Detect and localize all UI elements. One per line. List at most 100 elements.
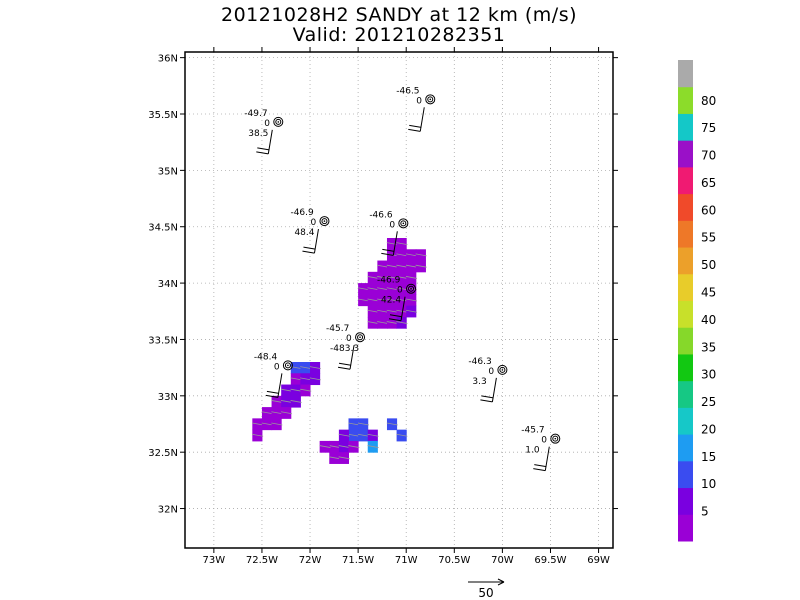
dropsonde-marker [398, 218, 409, 229]
colorbar-label: 60 [701, 203, 716, 217]
dropsondes: -46.50-49.7038.5-46.9048.4-46.60-46.9042… [244, 86, 561, 472]
colorbar-swatch [678, 487, 693, 515]
wind-arrow [396, 253, 408, 257]
wind-arrow [252, 422, 264, 426]
dropsonde-dot [323, 220, 326, 222]
wind-barb-flag [533, 468, 546, 472]
wind-arrow [280, 411, 293, 415]
wind-barb-flag [480, 399, 493, 403]
wind-arrow [338, 456, 350, 460]
colorbar-label: 75 [701, 121, 716, 135]
y-tick-label: 32.5N [148, 448, 178, 459]
wind-arrow [386, 276, 398, 279]
wind-arrow [377, 264, 389, 268]
colorbar: 5 10 15 20 25 30 35 40 45 50 55 60 65 70 75 80 [678, 60, 716, 542]
dropsonde-dot [287, 364, 289, 367]
dropsonde-label: 0 [541, 436, 547, 446]
dropsonde-dot [402, 222, 405, 225]
wind-arrow [348, 433, 360, 437]
wind-arrow [290, 388, 302, 392]
wind-arrow [261, 422, 273, 426]
wind-arrow [357, 287, 370, 291]
chart-title: 20121028H2 SANDY at 12 km (m/s) [220, 4, 577, 26]
x-tick-label: 71W [395, 555, 418, 566]
colorbar-label: 15 [701, 450, 716, 464]
wind-arrow [396, 433, 408, 437]
dropsonde-marker [273, 116, 284, 127]
dropsonde-marker [425, 94, 436, 105]
dropsonde-label: -46.9 [377, 276, 401, 286]
wind-arrow [386, 242, 398, 246]
colorbar-swatch [678, 407, 693, 435]
colorbar-label: 10 [701, 477, 716, 491]
wind-arrow [300, 366, 312, 370]
wind-barb-flag [382, 248, 395, 252]
wind-arrow [271, 422, 283, 426]
wind-arrow [367, 433, 379, 437]
wind-arrow [367, 298, 379, 302]
x-tick-label: 72W [299, 555, 322, 566]
wind-arrow [357, 422, 370, 426]
wind-barb-flag [389, 314, 403, 318]
dropsonde-label: 0 [310, 218, 316, 228]
wind-barb-flag [266, 390, 279, 394]
colorbar-label: 5 [701, 505, 709, 519]
wind-arrow [405, 264, 418, 268]
wind-barb-flag [337, 366, 351, 370]
colorbar-swatch [678, 193, 693, 221]
dropsonde-marker-inner [408, 285, 415, 292]
dropsonde-label: 38.5 [248, 129, 268, 139]
wind-arrow [280, 400, 293, 403]
wind-arrow [367, 287, 379, 291]
wind-arrow [377, 309, 389, 313]
dropsonde-marker-inner [284, 362, 291, 369]
colorbar-swatch [678, 514, 693, 542]
dropsonde-label: 0 [274, 362, 280, 372]
dropsonde-marker-inner [357, 334, 364, 341]
dropsonde-label: -46.3 [468, 357, 491, 367]
colorbar-label: 45 [701, 285, 716, 299]
wind-barb-flag [408, 128, 421, 132]
dropsonde-label: 0 [488, 367, 494, 377]
wind-barb-flag [257, 147, 270, 151]
colorbar-swatch [678, 86, 693, 114]
dropsonde-label: 0 [389, 220, 395, 230]
colorbar-label: 30 [701, 368, 716, 382]
wind-arrow [348, 445, 360, 448]
wind-arrow [329, 456, 341, 460]
y-tick-label: 36N [158, 54, 178, 65]
dropsonde-dot [410, 287, 412, 290]
wind-arrow [396, 298, 408, 302]
dropsonde-marker [319, 216, 330, 227]
axis-ticks: 73W 72.5W 72W 71.5W 71W 70.5W 70W 69.5W 69W 32N 32… [148, 47, 618, 566]
wind-arrow [319, 445, 331, 448]
wind-arrow [367, 309, 379, 313]
wind-barb-flag [256, 151, 269, 155]
wind-arrow [367, 445, 379, 448]
wind-arrow [348, 422, 360, 426]
dropsonde-marker [550, 433, 561, 444]
wind-arrow [405, 309, 418, 313]
wind-arrow [396, 276, 408, 279]
wind-arrow [271, 411, 283, 415]
dropsonde-label: -483.3 [330, 344, 359, 354]
wind-arrow [386, 321, 398, 324]
wind-arrow [261, 411, 273, 415]
reference-arrow-head [497, 578, 505, 586]
x-tick-label: 69W [587, 555, 610, 566]
wind-arrow [386, 264, 398, 268]
wind-arrow [396, 242, 408, 246]
wind-arrow [290, 377, 302, 381]
wind-barb-flag [265, 394, 278, 398]
colorbar-swatch [678, 353, 693, 382]
wind-arrow [386, 298, 398, 302]
dropsonde-label: 42.4 [381, 296, 401, 306]
wind-arrow [338, 445, 350, 448]
dropsonde-dot [554, 437, 557, 440]
dropsonde-dot [277, 121, 280, 123]
dropsonde-label: -45.7 [326, 324, 349, 334]
colorbar-label: 50 [701, 258, 716, 272]
dropsonde-label: -46.6 [369, 210, 393, 220]
dropsonde-marker [355, 332, 366, 343]
dropsonde-marker-inner [400, 220, 407, 227]
